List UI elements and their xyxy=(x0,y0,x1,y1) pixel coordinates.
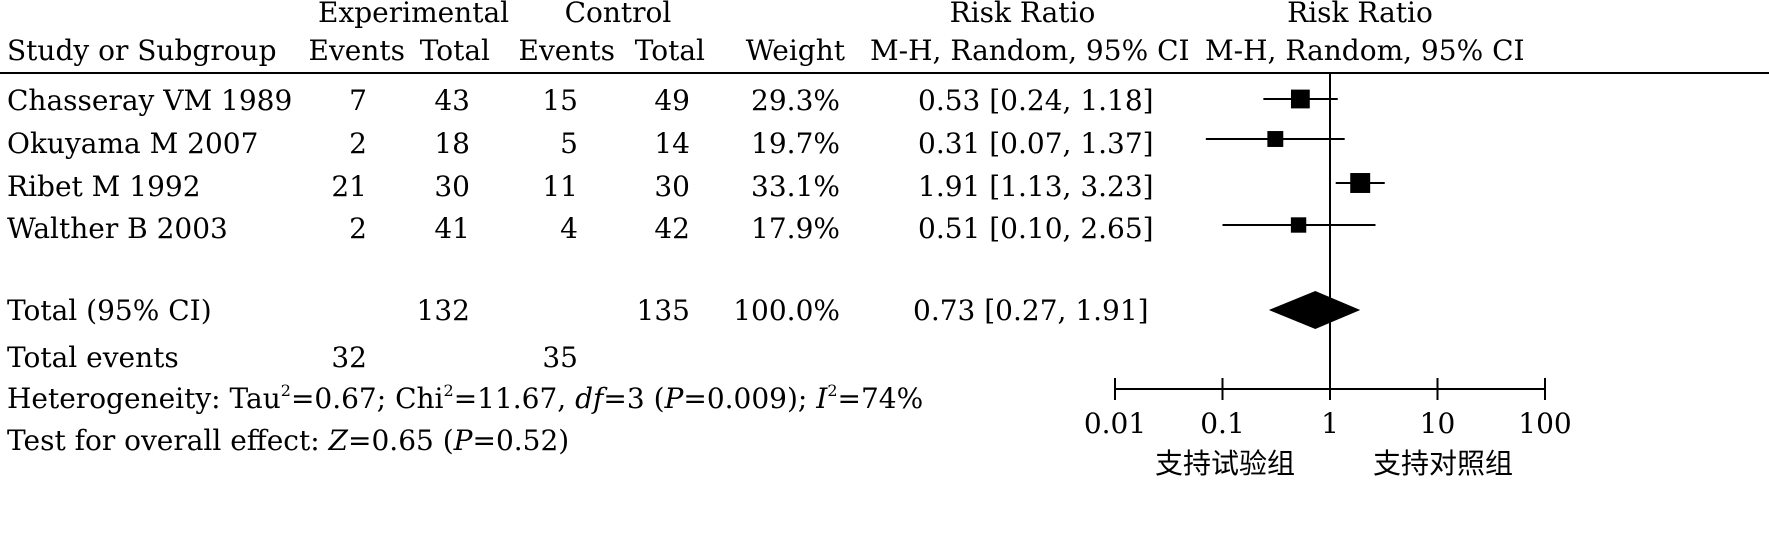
study-weight: 19.7% xyxy=(751,127,840,160)
heterogeneity-text: Heterogeneity: Tau2=0.67; Chi2=11.67, df… xyxy=(7,381,924,415)
header-rule xyxy=(0,72,1769,74)
events-ctrl: 35 xyxy=(542,341,578,374)
study-name: Okuyama M 2007 xyxy=(7,127,259,160)
header-risk-ratio-plot: Risk Ratio xyxy=(1287,0,1433,29)
study-point xyxy=(1290,89,1310,109)
study-ci-text: 0.53 [0.24, 1.18] xyxy=(918,84,1154,117)
header-events-ctrl: Events xyxy=(518,34,615,67)
study-point xyxy=(1267,131,1284,147)
study-events1: 21 xyxy=(331,170,367,203)
study-weight: 29.3% xyxy=(751,84,840,117)
total-ci: 0.73 [0.27, 1.91] xyxy=(913,294,1149,327)
study-weight: 33.1% xyxy=(751,170,840,203)
study-ci-text: 0.51 [0.10, 2.65] xyxy=(918,212,1154,245)
total-weight: 100.0% xyxy=(733,294,840,327)
study-ci-text: 1.91 [1.13, 3.23] xyxy=(918,170,1154,203)
x-tick-label: 0.1 xyxy=(1200,407,1245,440)
x-tick-label: 0.01 xyxy=(1084,407,1146,440)
header-events-exp: Events xyxy=(308,34,405,67)
study-name: Walther B 2003 xyxy=(7,212,228,245)
study-total1: 30 xyxy=(434,170,470,203)
header-experimental: Experimental xyxy=(318,0,510,29)
header-total-exp: Total xyxy=(419,34,490,67)
x-tick-label: 100 xyxy=(1518,407,1571,440)
study-events2: 4 xyxy=(560,212,578,245)
favours-experimental-label: 支持试验组 xyxy=(1154,447,1295,480)
study-name: Chasseray VM 1989 xyxy=(7,84,293,117)
study-total2: 30 xyxy=(654,170,690,203)
pooled-diamond xyxy=(1268,291,1361,329)
study-events2: 11 xyxy=(542,170,578,203)
total-label: Total (95% CI) xyxy=(7,294,212,327)
events-exp: 32 xyxy=(331,341,367,374)
study-name: Ribet M 1992 xyxy=(7,170,201,203)
study-events1: 2 xyxy=(349,212,367,245)
study-weight: 17.9% xyxy=(751,212,840,245)
header-method-plot: M-H, Random, 95% CI xyxy=(1205,34,1525,67)
total-exp: 132 xyxy=(416,294,470,327)
study-point xyxy=(1290,217,1307,233)
header-study: Study or Subgroup xyxy=(7,34,277,67)
study-events2: 15 xyxy=(542,84,578,117)
x-tick-label: 1 xyxy=(1321,407,1339,440)
study-point xyxy=(1350,173,1371,193)
events-label: Total events xyxy=(7,341,179,374)
header-control: Control xyxy=(564,0,672,29)
total-ctrl: 135 xyxy=(636,294,690,327)
study-events1: 2 xyxy=(349,127,367,160)
study-ci-text: 0.31 [0.07, 1.37] xyxy=(918,127,1154,160)
study-total1: 41 xyxy=(434,212,470,245)
header-weight: Weight xyxy=(745,34,845,67)
x-tick-label: 10 xyxy=(1420,407,1456,440)
study-total2: 49 xyxy=(654,84,690,117)
study-total1: 43 xyxy=(434,84,470,117)
study-total2: 42 xyxy=(654,212,690,245)
study-total2: 14 xyxy=(654,127,690,160)
header-total-ctrl: Total xyxy=(634,34,705,67)
favours-control-label: 支持对照组 xyxy=(1372,447,1513,480)
study-total1: 18 xyxy=(434,127,470,160)
study-events1: 7 xyxy=(349,84,367,117)
overall-effect-text: Test for overall effect: Z=0.65 (P=0.52) xyxy=(7,424,570,457)
study-events2: 5 xyxy=(560,127,578,160)
header-risk-ratio: Risk Ratio xyxy=(949,0,1096,29)
header-method: M-H, Random, 95% CI xyxy=(870,34,1190,67)
